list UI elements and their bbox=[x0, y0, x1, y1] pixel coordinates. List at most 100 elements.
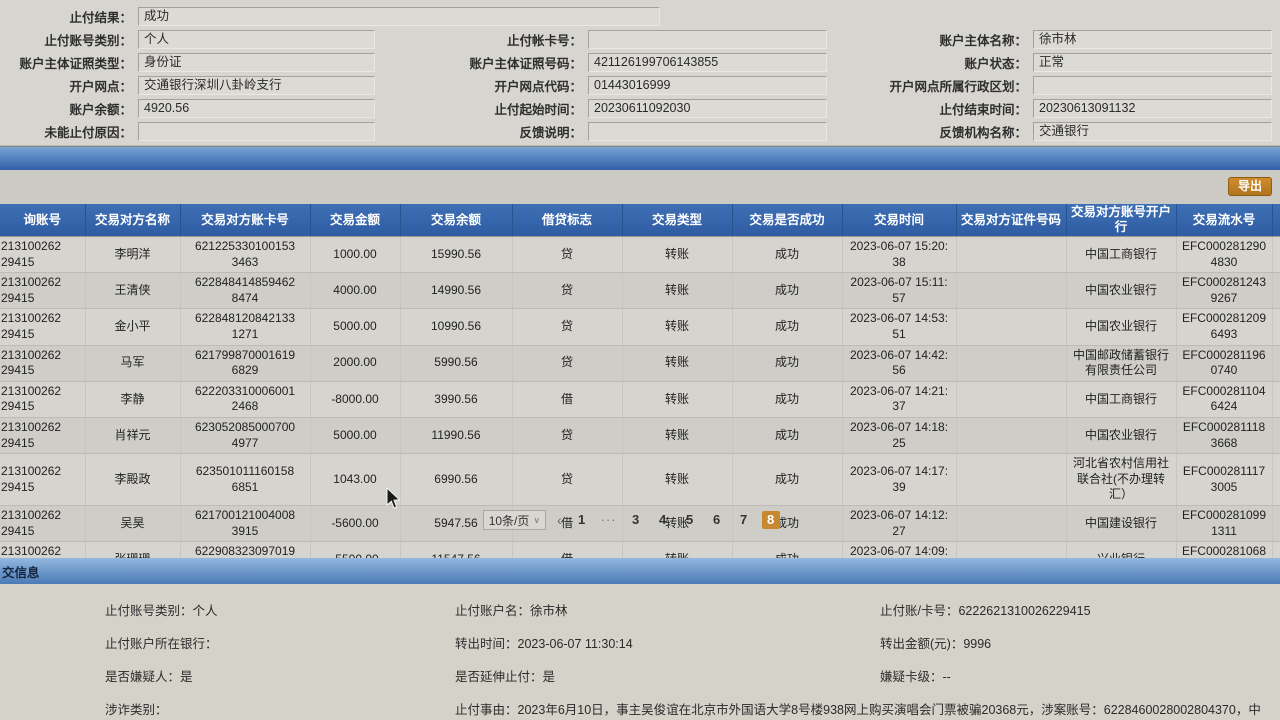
cell bbox=[956, 505, 1067, 543]
stop-reason-text: 2023年6月10日，事主吴俊谊在北京市外国语大学8号楼938网上购买演唱会门票… bbox=[517, 703, 1261, 717]
cell: 3990.56 bbox=[400, 381, 513, 418]
field-value bbox=[1033, 76, 1272, 95]
field-label: 止付起始时间： bbox=[494, 103, 582, 117]
cell: 李静 bbox=[85, 381, 181, 418]
page-button[interactable]: 7 bbox=[740, 512, 748, 527]
column-header: 交易时间 bbox=[842, 204, 957, 237]
cell: 10990.56 bbox=[400, 308, 513, 346]
table-row: 213100262 29415 肖祥元 6230520850007004977 500… bbox=[0, 417, 1280, 455]
table-row: 213100262 29415 李殿政 6235010111601586851 104… bbox=[0, 453, 1280, 506]
field-value: -- bbox=[942, 670, 951, 684]
field-value: 个人 bbox=[138, 30, 375, 49]
cell: 2023-06-07 15:20:38 bbox=[842, 236, 957, 274]
field-value: 徐市林 bbox=[1033, 30, 1272, 49]
cell: 213100262 29415 bbox=[0, 381, 86, 418]
table-row: 213100262 29415 吴昊 6217001210040083915 -560… bbox=[0, 505, 1280, 543]
cell: 转账 bbox=[622, 345, 733, 382]
table-row: 213100262 29415 马军 6217998700016196829 2000… bbox=[0, 345, 1280, 382]
column-header: 交易流水号 bbox=[1176, 204, 1273, 237]
form-field: 止付结果： 成功 bbox=[0, 7, 660, 26]
column-header: 交易对方账卡号 bbox=[180, 204, 311, 237]
field-label: 涉诈类别： bbox=[105, 703, 168, 717]
cell: 转账 bbox=[622, 272, 733, 310]
field-label: 反馈机构名称： bbox=[939, 126, 1027, 140]
column-header: 交易对方证件号码 bbox=[956, 204, 1067, 237]
info-field: 转出时间：2023-06-07 11:30:14 bbox=[455, 633, 880, 652]
prev-page-button[interactable]: ‹ bbox=[556, 512, 562, 528]
cell: 李殿政 bbox=[85, 453, 181, 506]
cell: 金小平 bbox=[85, 308, 181, 346]
cell: 6230520850007004977 bbox=[180, 417, 311, 455]
section-divider-bar bbox=[0, 146, 1280, 170]
column-header: 交易对方账号开户行 bbox=[1066, 204, 1177, 237]
page-size-label: 10条/页 bbox=[488, 513, 530, 528]
field-value: 正常 bbox=[1033, 53, 1272, 72]
field-label: 转出时间： bbox=[455, 637, 518, 651]
field-label: 账户状态： bbox=[964, 57, 1027, 71]
cell: 贷 bbox=[512, 345, 623, 382]
table-row: 213100262 29415 李明洋 6212253301001533463 100… bbox=[0, 236, 1280, 274]
cell: 6228484148594628474 bbox=[180, 272, 311, 310]
form-field: 账户主体证照号码： 421126199706143855 bbox=[375, 53, 827, 72]
page-button[interactable]: 4 bbox=[659, 512, 667, 527]
cell: EFC0002811046424 bbox=[1176, 381, 1273, 418]
cell bbox=[956, 236, 1067, 274]
field-value: 9996 bbox=[963, 637, 992, 651]
info-field: 止付账/卡号：6222621310026229415 bbox=[880, 600, 1280, 619]
form-row: 止付账号类别： 个人 止付帐卡号： 账户主体名称： 徐市林 bbox=[0, 28, 1280, 51]
cell: 1043.00 bbox=[310, 453, 401, 506]
field-value: 421126199706143855 bbox=[588, 53, 827, 72]
cell: 中国工商银行 bbox=[1066, 236, 1177, 274]
field-label: 未能止付原因： bbox=[44, 126, 132, 140]
cell: 4000.00 bbox=[310, 272, 401, 310]
cell: 借 bbox=[512, 381, 623, 418]
field-value bbox=[588, 122, 827, 141]
cell: 河北省农村信用社联合社(不办理转汇） bbox=[1066, 453, 1177, 506]
cell: 成功 bbox=[732, 345, 843, 382]
cell: 6222033100060012468 bbox=[180, 381, 311, 418]
cell: 肖祥元 bbox=[85, 417, 181, 455]
page-button[interactable]: 1 bbox=[578, 512, 586, 527]
table-edge bbox=[1272, 381, 1280, 418]
cell: 6990.56 bbox=[400, 453, 513, 506]
form-row: 止付结果： 成功 bbox=[0, 5, 1280, 28]
cell: 转账 bbox=[622, 505, 733, 543]
cell: 6235010111601586851 bbox=[180, 453, 311, 506]
page-button[interactable]: 8 bbox=[761, 511, 780, 529]
field-label: 止付结束时间： bbox=[939, 103, 1027, 117]
page-button[interactable]: 3 bbox=[632, 512, 640, 527]
field-label: 账户主体证照号码： bbox=[469, 57, 582, 71]
cell: 11990.56 bbox=[400, 417, 513, 455]
form-field: 账户余额： 4920.56 bbox=[0, 99, 375, 118]
cell: 5000.00 bbox=[310, 308, 401, 346]
table-row: 213100262 29415 王清侠 6228484148594628474 400… bbox=[0, 272, 1280, 310]
cell: 15990.56 bbox=[400, 236, 513, 274]
cell: 2023-06-07 14:17:39 bbox=[842, 453, 957, 506]
export-button[interactable]: 导出 bbox=[1227, 177, 1272, 196]
column-header: 交易金额 bbox=[310, 204, 401, 237]
field-value: 01443016999 bbox=[588, 76, 827, 95]
cell: 中国邮政储蓄银行有限责任公司 bbox=[1066, 345, 1177, 382]
form-field: 反馈机构名称： 交通银行 bbox=[827, 122, 1272, 141]
cell: 213100262 29415 bbox=[0, 308, 86, 346]
form-field: 开户网点： 交通银行深圳八卦岭支行 bbox=[0, 76, 375, 95]
field-label: 账户主体证照类型： bbox=[19, 57, 132, 71]
cell: 马军 bbox=[85, 345, 181, 382]
page-button[interactable]: 6 bbox=[713, 512, 721, 527]
page-size-select[interactable]: 10条/页 ∨ bbox=[482, 510, 546, 530]
page-button[interactable]: 5 bbox=[686, 512, 694, 527]
table-edge bbox=[1272, 204, 1280, 237]
cell: 成功 bbox=[732, 308, 843, 346]
column-header: 询账号 bbox=[0, 204, 86, 237]
table-header-row: 询账号 交易对方名称 交易对方账卡号 交易金额 交易余额 借贷标志 交易类型 交易是否成功 交易… bbox=[0, 204, 1280, 237]
form-row: 账户余额： 4920.56 止付起始时间： 20230611092030 止付结束时间：… bbox=[0, 97, 1280, 120]
cell: 贷 bbox=[512, 236, 623, 274]
chevron-down-icon: ∨ bbox=[533, 514, 540, 525]
cell: 1000.00 bbox=[310, 236, 401, 274]
pagination-ellipsis: ··· bbox=[600, 512, 617, 527]
field-label: 止付账号类别： bbox=[44, 34, 132, 48]
cell: 2023-06-07 14:12:27 bbox=[842, 505, 957, 543]
transactions-table: 询账号 交易对方名称 交易对方账卡号 交易金额 交易余额 借贷标志 交易类型 交易是否成功 交易… bbox=[0, 204, 1280, 615]
cell: 王清侠 bbox=[85, 272, 181, 310]
next-page-button[interactable]: › bbox=[790, 512, 796, 528]
